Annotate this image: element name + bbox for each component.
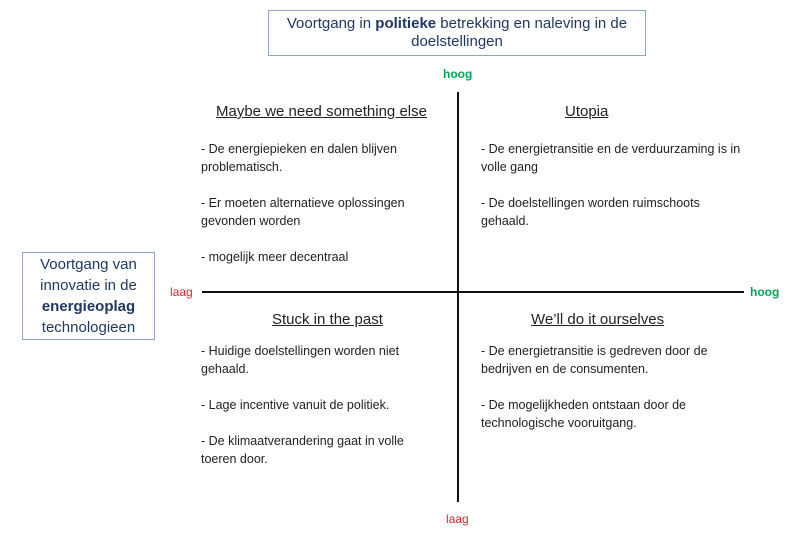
horizontal-axis-title-box: Voortgang van innovatie in de energieopl… [22, 252, 155, 340]
list-item: - De energiepieken en dalen blijven prob… [201, 142, 397, 174]
quadrant-top-right-title: Utopia [565, 103, 609, 120]
horizontal-axis-title-line2: innovatie in de [40, 277, 137, 294]
quadrant-top-left-title: Maybe we need something else [216, 103, 427, 120]
axis-label-right-high: hoog [750, 285, 780, 299]
list-item: - mogelijk meer decentraal [201, 250, 349, 264]
quadrant-bottom-left-title: Stuck in the past [272, 311, 383, 328]
axis-label-left-low: laag [170, 285, 193, 299]
quadrant-bottom-left-list: - Huidige doelstellingen worden niet geh… [201, 342, 426, 486]
quadrant-top-right-list: - De energietransitie en de verduurzamin… [481, 140, 746, 248]
vertical-axis-title-line2: doelstellingen [411, 33, 503, 50]
horizontal-axis-title-line4: technologieen [41, 319, 136, 336]
quadrant-bottom-right-list: - De energietransitie is gedreven door d… [481, 342, 741, 450]
vertical-axis-line [457, 92, 459, 502]
quadrant-bottom-right-title: We’ll do it ourselves [531, 311, 665, 328]
horizontal-axis-title-emphasis: energieoplag [41, 298, 136, 315]
vertical-axis-title-box: Voortgang in politieke betrekking en nal… [268, 10, 646, 56]
vertical-axis-title-line1: Voortgang in politieke betrekking en nal… [286, 15, 628, 32]
list-item: - De klimaatverandering gaat in volle to… [201, 434, 404, 466]
list-item: - Lage incentive vanuit de politiek. [201, 398, 390, 412]
list-item: - De energietransitie is gedreven door d… [481, 344, 708, 376]
list-item: - De doelstellingen worden ruimschoots g… [481, 196, 700, 228]
axis-label-bottom-low: laag [446, 512, 469, 526]
quadrant-top-left-list: - De energiepieken en dalen blijven prob… [201, 140, 441, 284]
axis-label-top-high: hoog [443, 67, 473, 81]
vertical-axis-title-emphasis: politieke [375, 15, 437, 32]
horizontal-axis-line [202, 291, 744, 293]
list-item: - Er moeten alternatieve oplossingen gev… [201, 196, 405, 228]
list-item: - De energietransitie en de verduurzamin… [481, 142, 741, 174]
horizontal-axis-title-line1: Voortgang van [40, 256, 137, 273]
list-item: - De mogelijkheden ontstaan door de tech… [481, 398, 686, 430]
list-item: - Huidige doelstellingen worden niet geh… [201, 344, 400, 376]
